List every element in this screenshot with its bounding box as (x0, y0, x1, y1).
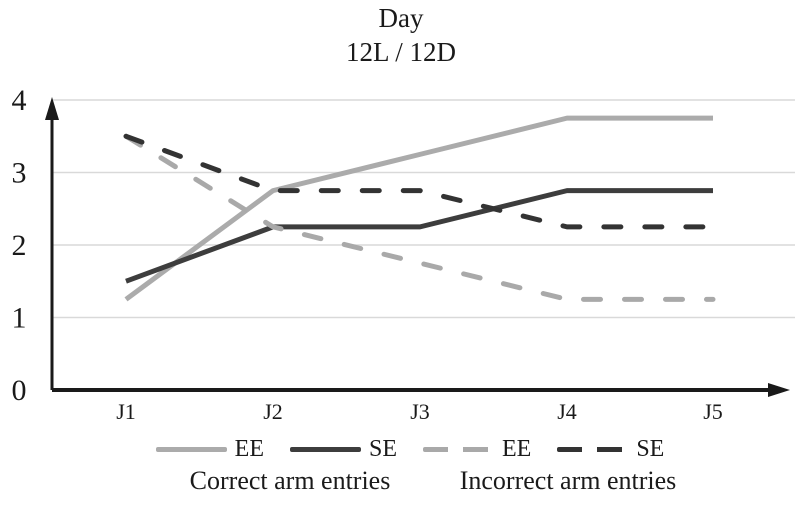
x-tick-label: J2 (263, 399, 283, 424)
y-tick-label: 0 (12, 374, 27, 407)
chart-subtitle: 12L / 12D (346, 37, 456, 67)
series-line-se-correct (125, 188, 713, 284)
y-tick-label: 4 (12, 84, 27, 117)
legend-label: SE (368, 435, 397, 462)
y-axis-arrow (45, 97, 59, 120)
x-tick-label: J5 (703, 399, 723, 424)
legend-swatch-solid-dark (289, 446, 361, 452)
legend-label: EE (234, 435, 264, 462)
legend-swatch-dashed-gray (423, 446, 494, 452)
legend: EE SE EE SE (52, 436, 768, 462)
legend-group-correct-arm-entries: Correct arm entries (189, 466, 391, 495)
series-line-se-incorrect (123, 133, 716, 230)
legend-item-se-correct: SE (289, 435, 397, 463)
x-axis-arrow (768, 383, 790, 397)
legend-swatch-solid-gray (155, 446, 227, 452)
x-tick-label: J4 (557, 399, 577, 424)
x-tick-label: J3 (410, 399, 430, 424)
y-tick-label: 2 (12, 229, 27, 262)
legend-group-incorrect-arm-entries: Incorrect arm entries (459, 466, 677, 495)
chart-title: Day (378, 3, 424, 33)
y-tick-label: 1 (12, 302, 27, 335)
legend-item-ee-correct: EE (155, 435, 264, 463)
series-line-ee-correct (124, 115, 713, 302)
y-tick-label: 3 (12, 157, 27, 190)
legend-item-se-incorrect: SE (557, 436, 664, 463)
x-tick-label: J1 (116, 399, 136, 424)
legend-label: EE (502, 435, 532, 462)
legend-label: SE (636, 435, 665, 462)
legend-swatch-dashed-dark (557, 446, 629, 452)
series-line-ee-incorrect (123, 133, 716, 302)
legend-item-ee-incorrect: EE (423, 436, 531, 463)
